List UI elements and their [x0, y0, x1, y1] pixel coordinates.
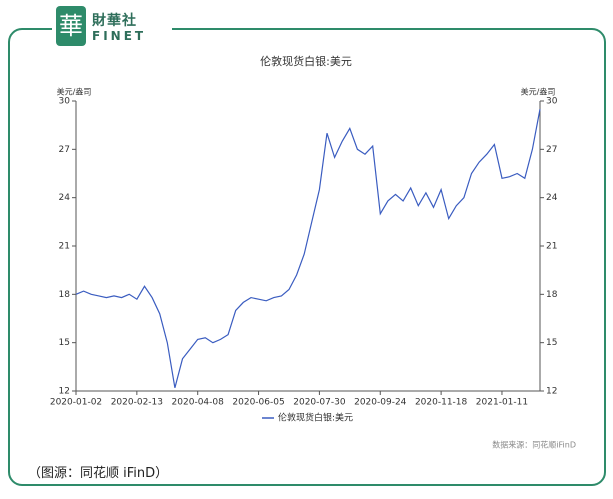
x-tick-label: 2020-01-02 — [50, 398, 102, 408]
y-tick-label: 27 — [59, 145, 70, 155]
y2-tick-label: 27 — [546, 145, 557, 155]
x-tick-label: 2020-04-08 — [172, 398, 225, 408]
y2-tick-label: 12 — [546, 387, 557, 397]
x-tick-label: 2020-09-24 — [354, 398, 407, 408]
logo-latin: FINET — [92, 29, 147, 43]
y2-tick-label: 18 — [546, 290, 558, 300]
y-tick-label: 12 — [59, 387, 70, 397]
logo-name: 財華社 — [92, 13, 137, 29]
chart-title: 伦敦现货白银:美元 — [260, 54, 352, 68]
y2-unit: 美元/盎司 — [521, 87, 556, 97]
x-tick-label: 2021-01-11 — [476, 398, 528, 408]
x-tick-label: 2020-11-18 — [415, 398, 468, 408]
logo-mark: 華 — [56, 6, 86, 46]
x-tick-label: 2020-02-13 — [111, 398, 163, 408]
y-tick-label: 24 — [59, 193, 71, 203]
frame — [8, 28, 606, 486]
y-tick-label: 21 — [59, 242, 70, 252]
x-tick-label: 2020-06-05 — [232, 398, 284, 408]
source: 数据来源：同花顺iFinD — [492, 440, 576, 450]
y-tick-label: 30 — [59, 97, 71, 107]
y-tick-label: 15 — [59, 338, 70, 348]
legend-label: 伦敦现货白银:美元 — [278, 412, 353, 424]
y2-tick-label: 24 — [546, 193, 558, 203]
y-unit: 美元/盎司 — [57, 87, 92, 97]
y2-tick-label: 15 — [546, 338, 557, 348]
series-line — [75, 108, 541, 388]
x-tick-label: 2020-07-30 — [293, 398, 346, 408]
y2-tick-label: 21 — [546, 242, 557, 252]
caption: （图源：同花顺 iFinD） — [28, 466, 169, 481]
y-tick-label: 18 — [59, 290, 71, 300]
logo: 華 財華社 FINET — [52, 4, 172, 50]
y2-tick-label: 30 — [546, 97, 558, 107]
